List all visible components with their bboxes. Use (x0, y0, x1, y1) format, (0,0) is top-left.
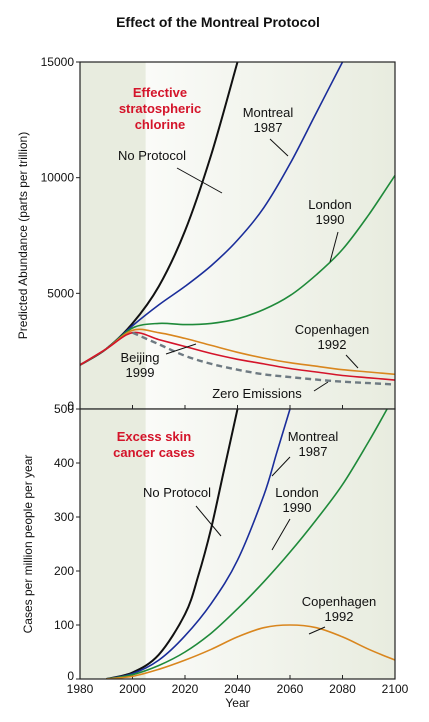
panel-title: Effective (133, 85, 187, 100)
plot-frame (79, 408, 396, 680)
y-axis-label: Predicted Abundance (parts per trillion) (16, 132, 30, 339)
leader-line-no_protocol (195, 505, 222, 537)
series-label-montreal: Montreal (288, 429, 339, 444)
skin-cancer-panel: 0 100 200 300 400 500 1980 2000 2020 2040 2060 2080… (21, 402, 409, 710)
figure-title: Effect of the Montreal Protocol (116, 14, 320, 30)
series-label-london: London (275, 485, 318, 500)
y-tick-label: 400 (54, 456, 74, 470)
panel-title: stratospheric (119, 101, 201, 116)
historical-shade (80, 62, 146, 409)
panel-title: cancer cases (113, 445, 195, 460)
historical-shade (80, 409, 146, 679)
series-line-zero (132, 331, 395, 386)
series-line-copenhagen (80, 328, 395, 376)
panel-title: chlorine (135, 117, 186, 132)
leader-line-copenhagen (308, 626, 326, 635)
series-label-montreal: 1987 (254, 120, 283, 135)
x-tick-label: 2040 (224, 682, 251, 696)
series-label-beijing: 1999 (126, 365, 155, 380)
series-label-london: London (308, 197, 351, 212)
x-tick-label: 2000 (119, 682, 146, 696)
x-tick-label: 2060 (277, 682, 304, 696)
chlorine-panel: 0 5000 10000 15000 Predicted Abundance (part… (16, 55, 396, 413)
x-tick-label: 2080 (329, 682, 356, 696)
series-line-copenhagen (106, 624, 395, 679)
y-tick-label: 15000 (41, 55, 75, 69)
x-tick-label: 2020 (172, 682, 199, 696)
y-tick-label: 10000 (41, 171, 75, 185)
leader-line-london (271, 518, 291, 551)
series-label-copenhagen: 1992 (325, 609, 354, 624)
series-label-montreal: 1987 (299, 444, 328, 459)
y-axis-label: Cases per million people per year (21, 455, 35, 634)
series-label-zero: Zero Emissions (212, 386, 302, 401)
leader-line-zero (313, 381, 329, 392)
y-tick-label: 0 (67, 399, 74, 413)
series-label-london: 1990 (316, 212, 345, 227)
series-line-london (80, 174, 395, 366)
leader-line-london (329, 231, 339, 263)
series-line-no_protocol (106, 409, 239, 679)
series-label-no_protocol: No Protocol (143, 485, 211, 500)
leader-line-copenhagen (345, 354, 359, 369)
y-tick-label: 100 (54, 618, 74, 632)
leader-line-no_protocol (176, 167, 223, 194)
series-label-no_protocol: No Protocol (118, 148, 186, 163)
series-label-copenhagen: Copenhagen (295, 322, 369, 337)
x-tick-label: 1980 (67, 682, 94, 696)
series-label-beijing: Beijing (120, 350, 159, 365)
series-line-montreal (106, 409, 291, 679)
series-label-copenhagen: 1992 (318, 337, 347, 352)
series-label-london: 1990 (283, 500, 312, 515)
series-label-copenhagen: Copenhagen (302, 594, 376, 609)
x-axis-label: Year (225, 696, 249, 710)
leader-line-beijing (165, 343, 197, 355)
panel-title: Excess skin (117, 429, 192, 444)
leader-line-montreal (269, 138, 289, 157)
y-tick-label: 500 (54, 402, 74, 416)
y-tick-label: 5000 (47, 286, 74, 300)
series-line-london (106, 409, 388, 679)
y-tick-label: 300 (54, 510, 74, 524)
leader-line-montreal (271, 456, 291, 477)
y-tick-label: 0 (67, 669, 74, 683)
y-tick-label: 200 (54, 564, 74, 578)
series-label-montreal: Montreal (243, 105, 294, 120)
x-tick-label: 2100 (382, 682, 409, 696)
